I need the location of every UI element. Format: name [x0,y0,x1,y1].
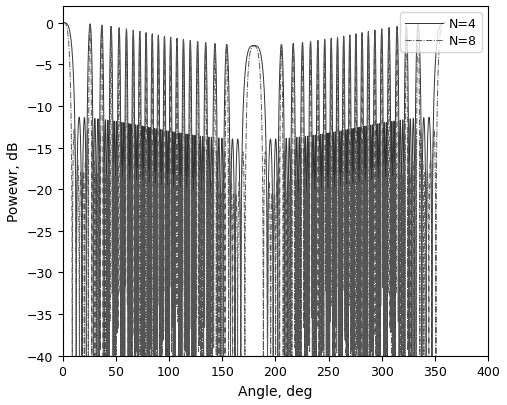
N=4 [73,354,79,358]
Legend: N=4, N=8: N=4, N=8 [400,13,482,53]
N=4 [241,90,247,95]
N=4 [340,109,346,114]
N=8 [426,190,432,195]
N=4 [443,21,449,26]
Line: N=4: N=4 [62,23,446,356]
N=8 [69,354,75,358]
N=8 [59,21,65,26]
N=8 [241,176,247,181]
N=8 [350,195,356,200]
N=4 [190,136,196,141]
N=4 [350,139,356,143]
N=4 [422,134,428,139]
N=4 [426,118,432,123]
N=8 [422,174,428,179]
N=4 [59,21,65,26]
Y-axis label: Powewr, dB: Powewr, dB [7,141,21,222]
Line: N=8: N=8 [62,23,446,356]
X-axis label: Angle, deg: Angle, deg [238,384,313,398]
N=8 [443,21,449,26]
N=8 [340,141,346,146]
N=8 [190,209,196,214]
